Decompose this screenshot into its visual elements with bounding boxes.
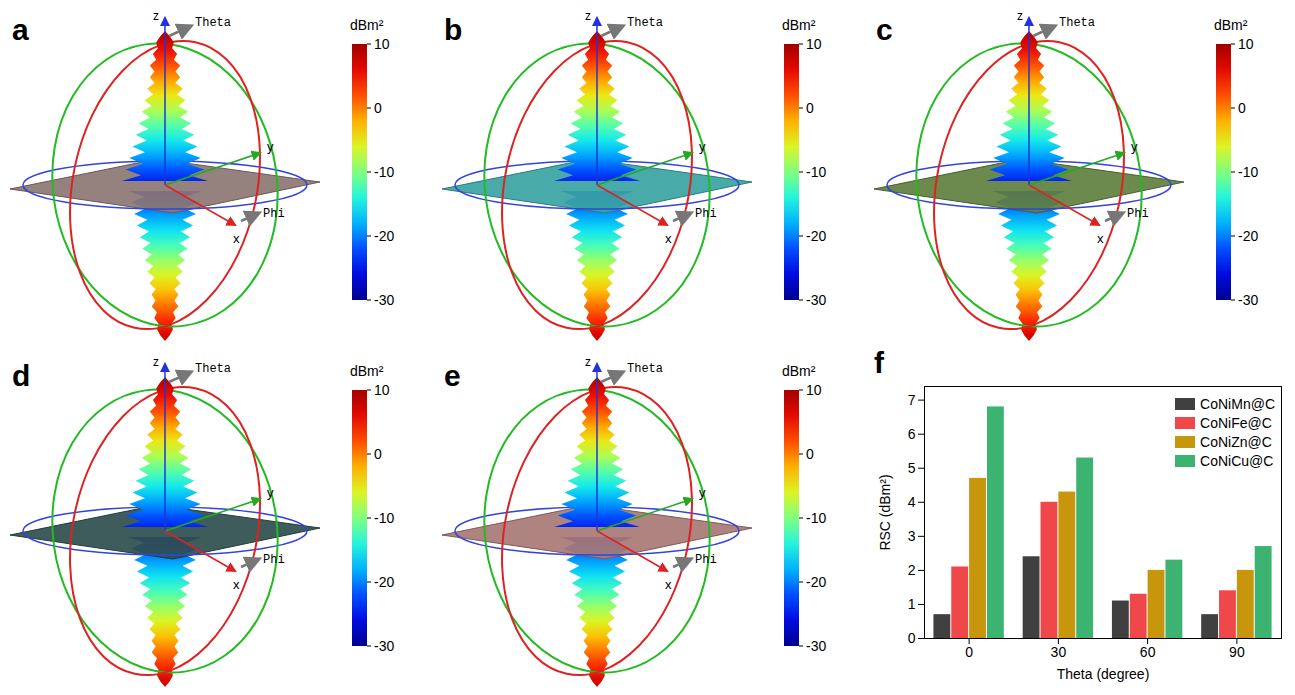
svg-text:10: 10	[374, 36, 390, 52]
svg-text:Theta: Theta	[1059, 16, 1095, 30]
svg-text:-20: -20	[806, 574, 826, 590]
svg-text:z: z	[585, 9, 591, 23]
svg-text:10: 10	[1238, 36, 1254, 52]
svg-text:-10: -10	[374, 510, 394, 526]
svg-text:0: 0	[965, 644, 973, 660]
svg-text:-30: -30	[374, 292, 394, 308]
svg-text:dBm²: dBm²	[782, 17, 816, 33]
svg-text:-20: -20	[806, 228, 826, 244]
svg-text:dBm²: dBm²	[1214, 17, 1248, 33]
svg-text:0: 0	[806, 100, 814, 116]
svg-text:10: 10	[374, 382, 390, 398]
svg-text:-20: -20	[1238, 228, 1258, 244]
svg-text:60: 60	[1140, 644, 1156, 660]
svg-text:a: a	[12, 13, 29, 46]
svg-text:Theta: Theta	[627, 16, 663, 30]
svg-text:-30: -30	[1238, 292, 1258, 308]
svg-text:2: 2	[908, 562, 916, 578]
html-text:CoNiFe@C: CoNiFe@C	[1200, 414, 1272, 431]
svg-text:-30: -30	[806, 292, 826, 308]
svg-text:10: 10	[806, 36, 822, 52]
svg-text:x: x	[233, 231, 240, 246]
svg-text:c: c	[876, 13, 893, 46]
svg-text:e: e	[444, 359, 461, 392]
svg-text:7: 7	[908, 392, 916, 408]
svg-text:10: 10	[806, 382, 822, 398]
svg-text:b: b	[444, 13, 462, 46]
svg-text:0: 0	[374, 446, 382, 462]
svg-text:90: 90	[1229, 644, 1245, 660]
svg-text:0: 0	[374, 100, 382, 116]
svg-text:x: x	[1097, 231, 1104, 246]
svg-text:y: y	[267, 485, 274, 500]
svg-text:-10: -10	[806, 510, 826, 526]
svg-text:dBm²: dBm²	[782, 363, 816, 379]
svg-text:Theta: Theta	[195, 16, 231, 30]
svg-text:y: y	[267, 139, 274, 154]
svg-text:Phi: Phi	[695, 553, 717, 567]
svg-text:-10: -10	[806, 164, 826, 180]
svg-text:-20: -20	[374, 228, 394, 244]
svg-text:0: 0	[1238, 100, 1246, 116]
svg-text:y: y	[699, 139, 706, 154]
svg-text:d: d	[12, 359, 30, 392]
svg-text:Phi: Phi	[263, 207, 285, 221]
svg-text:-20: -20	[374, 574, 394, 590]
svg-text:3: 3	[908, 528, 916, 544]
svg-text:Phi: Phi	[1127, 207, 1149, 221]
svg-text:x: x	[665, 577, 672, 592]
svg-text:-30: -30	[374, 638, 394, 654]
svg-text:-30: -30	[806, 638, 826, 654]
svg-text:5: 5	[908, 460, 916, 476]
svg-text:y: y	[1131, 139, 1138, 154]
svg-text:z: z	[153, 355, 159, 369]
html-text:CoNiCu@C: CoNiCu@C	[1200, 452, 1274, 469]
svg-text:-10: -10	[1238, 164, 1258, 180]
svg-text:1: 1	[908, 596, 916, 612]
svg-text:Theta (degree): Theta (degree)	[1057, 666, 1150, 682]
html-text:CoNiMn@C: CoNiMn@C	[1200, 395, 1275, 412]
html-text:CoNiZn@C: CoNiZn@C	[1200, 433, 1272, 450]
svg-text:Theta: Theta	[195, 362, 231, 376]
svg-text:Theta: Theta	[627, 362, 663, 376]
svg-text:Phi: Phi	[695, 207, 717, 221]
svg-text:y: y	[699, 485, 706, 500]
svg-text:dBm²: dBm²	[350, 363, 384, 379]
svg-text:6: 6	[908, 426, 916, 442]
svg-text:0: 0	[806, 446, 814, 462]
svg-text:z: z	[153, 9, 159, 23]
svg-text:z: z	[1017, 9, 1023, 23]
svg-text:RSC (dBm²): RSC (dBm²)	[877, 474, 893, 550]
svg-text:4: 4	[908, 494, 916, 510]
svg-text:-10: -10	[374, 164, 394, 180]
svg-text:x: x	[665, 231, 672, 246]
svg-text:30: 30	[1051, 644, 1067, 660]
svg-text:x: x	[233, 577, 240, 592]
svg-text:dBm²: dBm²	[350, 17, 384, 33]
svg-text:z: z	[585, 355, 591, 369]
html-text:f: f	[874, 346, 884, 379]
svg-text:Phi: Phi	[263, 553, 285, 567]
svg-text:0: 0	[908, 630, 916, 646]
